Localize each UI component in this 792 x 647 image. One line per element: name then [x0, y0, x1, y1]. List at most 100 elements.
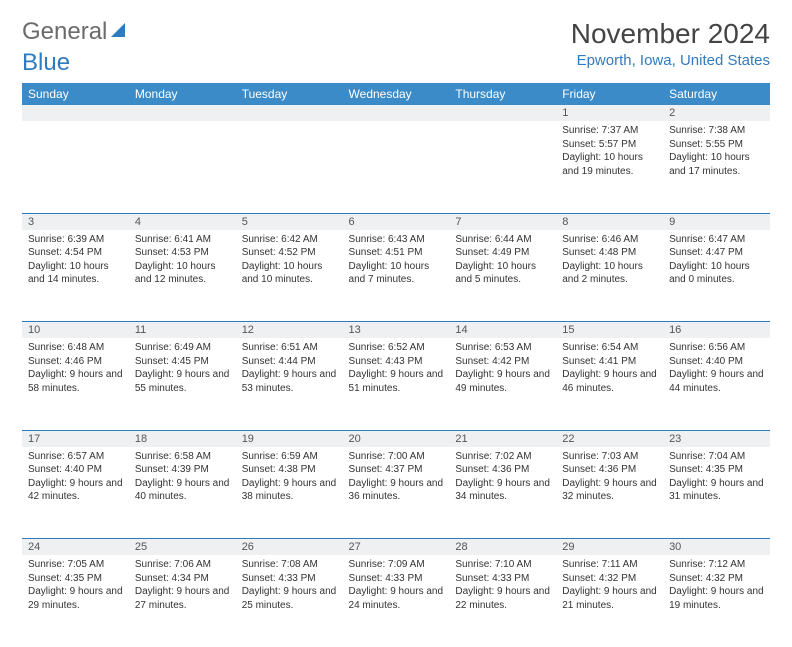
daylight-line: Daylight: 9 hours and 25 minutes. [242, 585, 337, 612]
sunrise-line: Sunrise: 6:48 AM [28, 341, 123, 355]
sunrise-line: Sunrise: 7:11 AM [562, 558, 657, 572]
sunrise-line: Sunrise: 7:12 AM [669, 558, 764, 572]
day-detail: Sunrise: 6:53 AMSunset: 4:42 PMDaylight:… [449, 338, 556, 430]
day-number: 23 [663, 430, 770, 447]
sunset-line: Sunset: 4:49 PM [455, 246, 550, 260]
sunset-line: Sunset: 4:44 PM [242, 355, 337, 369]
day-detail-row: Sunrise: 6:39 AMSunset: 4:54 PMDaylight:… [22, 230, 770, 322]
day-number: 14 [449, 322, 556, 339]
daylight-line: Daylight: 9 hours and 58 minutes. [28, 368, 123, 395]
day-detail [22, 121, 129, 213]
daylight-line: Daylight: 9 hours and 34 minutes. [455, 477, 550, 504]
sunrise-line: Sunrise: 6:51 AM [242, 341, 337, 355]
sunrise-line: Sunrise: 6:42 AM [242, 233, 337, 247]
daylight-line: Daylight: 9 hours and 55 minutes. [135, 368, 230, 395]
day-detail: Sunrise: 7:12 AMSunset: 4:32 PMDaylight:… [663, 555, 770, 647]
day-detail: Sunrise: 6:56 AMSunset: 4:40 PMDaylight:… [663, 338, 770, 430]
day-number: 17 [22, 430, 129, 447]
sunset-line: Sunset: 4:33 PM [349, 572, 444, 586]
day-number-row: 10111213141516 [22, 322, 770, 339]
day-number: 20 [343, 430, 450, 447]
day-detail: Sunrise: 7:10 AMSunset: 4:33 PMDaylight:… [449, 555, 556, 647]
logo-text-blue: Blue [22, 49, 770, 77]
sunset-line: Sunset: 4:33 PM [455, 572, 550, 586]
logo: General [22, 18, 127, 46]
calendar-table: Sunday Monday Tuesday Wednesday Thursday… [22, 83, 770, 647]
sunrise-line: Sunrise: 7:08 AM [242, 558, 337, 572]
day-number: 30 [663, 539, 770, 556]
sunrise-line: Sunrise: 7:00 AM [349, 450, 444, 464]
day-detail [449, 121, 556, 213]
sunrise-line: Sunrise: 7:37 AM [562, 124, 657, 138]
day-number [236, 105, 343, 121]
day-number: 7 [449, 213, 556, 230]
weekday-header-row: Sunday Monday Tuesday Wednesday Thursday… [22, 83, 770, 105]
daylight-line: Daylight: 10 hours and 5 minutes. [455, 260, 550, 287]
day-detail-row: Sunrise: 6:48 AMSunset: 4:46 PMDaylight:… [22, 338, 770, 430]
day-detail: Sunrise: 7:02 AMSunset: 4:36 PMDaylight:… [449, 447, 556, 539]
sunset-line: Sunset: 4:40 PM [28, 463, 123, 477]
daylight-line: Daylight: 9 hours and 19 minutes. [669, 585, 764, 612]
sunrise-line: Sunrise: 7:04 AM [669, 450, 764, 464]
sunrise-line: Sunrise: 7:06 AM [135, 558, 230, 572]
day-detail [129, 121, 236, 213]
day-detail-row: Sunrise: 7:05 AMSunset: 4:35 PM Daylight:… [22, 555, 770, 647]
day-detail: Sunrise: 6:48 AMSunset: 4:46 PMDaylight:… [22, 338, 129, 430]
daylight-line: Daylight: 9 hours and 27 minutes. [135, 585, 230, 612]
daylight-line: Daylight: 9 hours and 53 minutes. [242, 368, 337, 395]
day-number: 27 [343, 539, 450, 556]
sunrise-line: Sunrise: 6:47 AM [669, 233, 764, 247]
day-number-row: 24252627282930 [22, 539, 770, 556]
month-title: November 2024 [571, 18, 770, 50]
day-number: 9 [663, 213, 770, 230]
sunrise-line: Sunrise: 7:10 AM [455, 558, 550, 572]
day-detail: Sunrise: 6:54 AMSunset: 4:41 PMDaylight:… [556, 338, 663, 430]
day-number [343, 105, 450, 121]
sunrise-line: Sunrise: 7:38 AM [669, 124, 764, 138]
sunrise-line: Sunrise: 6:41 AM [135, 233, 230, 247]
sunset-line: Sunset: 4:53 PM [135, 246, 230, 260]
sunset-line: Sunset: 4:47 PM [669, 246, 764, 260]
day-number [129, 105, 236, 121]
sunset-line: Sunset: 4:34 PM [135, 572, 230, 586]
day-detail: Sunrise: 7:04 AMSunset: 4:35 PMDaylight:… [663, 447, 770, 539]
sunrise-line: Sunrise: 6:57 AM [28, 450, 123, 464]
day-detail: Sunrise: 7:06 AMSunset: 4:34 PMDaylight:… [129, 555, 236, 647]
day-number: 26 [236, 539, 343, 556]
day-detail [343, 121, 450, 213]
day-number: 4 [129, 213, 236, 230]
day-number: 19 [236, 430, 343, 447]
day-detail: Sunrise: 7:00 AMSunset: 4:37 PMDaylight:… [343, 447, 450, 539]
sunrise-line: Sunrise: 7:05 AM [28, 558, 123, 572]
sunset-line: Sunset: 4:35 PM [28, 572, 123, 586]
day-number: 10 [22, 322, 129, 339]
daylight-line: Daylight: 9 hours and 44 minutes. [669, 368, 764, 395]
weekday-header: Friday [556, 83, 663, 105]
sunset-line: Sunset: 4:40 PM [669, 355, 764, 369]
day-detail: Sunrise: 6:58 AMSunset: 4:39 PMDaylight:… [129, 447, 236, 539]
daylight-line: Daylight: 10 hours and 0 minutes. [669, 260, 764, 287]
day-detail: Sunrise: 6:57 AMSunset: 4:40 PMDaylight:… [22, 447, 129, 539]
day-detail: Sunrise: 7:37 AMSunset: 5:57 PMDaylight:… [556, 121, 663, 213]
day-detail: Sunrise: 7:09 AMSunset: 4:33 PMDaylight:… [343, 555, 450, 647]
day-number: 5 [236, 213, 343, 230]
daylight-line: Daylight: 10 hours and 12 minutes. [135, 260, 230, 287]
day-number [22, 105, 129, 121]
daylight-line: Daylight: 10 hours and 17 minutes. [669, 151, 764, 178]
weekday-header: Tuesday [236, 83, 343, 105]
sunrise-line: Sunrise: 6:43 AM [349, 233, 444, 247]
daylight-line: Daylight: 10 hours and 14 minutes. [28, 260, 123, 287]
sunset-line: Sunset: 4:33 PM [242, 572, 337, 586]
sunrise-line: Sunrise: 6:46 AM [562, 233, 657, 247]
sunrise-line: Sunrise: 6:56 AM [669, 341, 764, 355]
sunset-line: Sunset: 4:54 PM [28, 246, 123, 260]
daylight-line: Daylight: 9 hours and 40 minutes. [135, 477, 230, 504]
day-number: 12 [236, 322, 343, 339]
sunrise-line: Sunrise: 6:53 AM [455, 341, 550, 355]
day-detail: Sunrise: 6:41 AMSunset: 4:53 PMDaylight:… [129, 230, 236, 322]
sunrise-line: Sunrise: 6:52 AM [349, 341, 444, 355]
day-detail [236, 121, 343, 213]
day-number: 16 [663, 322, 770, 339]
day-detail: Sunrise: 6:49 AMSunset: 4:45 PMDaylight:… [129, 338, 236, 430]
sunset-line: Sunset: 4:41 PM [562, 355, 657, 369]
